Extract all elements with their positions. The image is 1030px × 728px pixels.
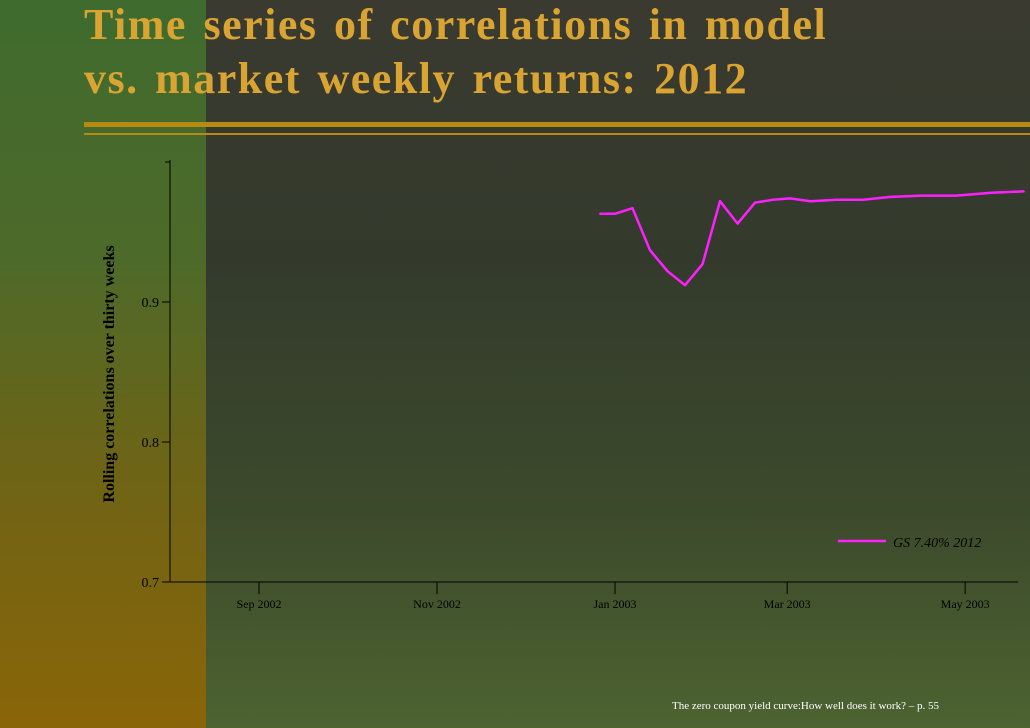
y-axis-label: Rolling correlations over thirty weeks bbox=[101, 245, 118, 502]
x-tick-label-4: May 2003 bbox=[941, 597, 990, 611]
y-tick-label-2: 0.9 bbox=[142, 296, 160, 311]
legend-label-0: GS 7.40% 2012 bbox=[893, 536, 981, 551]
x-tick-label-2: Jan 2003 bbox=[594, 597, 637, 611]
title-rule-thick bbox=[84, 122, 1030, 127]
slide-title: Time series of correlations in model vs.… bbox=[84, 0, 827, 106]
slide-title-line-2: vs. market weekly returns: 2012 bbox=[84, 54, 749, 103]
x-tick-label-0: Sep 2002 bbox=[237, 597, 282, 611]
slide-title-line-1: Time series of correlations in model bbox=[84, 0, 828, 49]
x-tick-label-1: Nov 2002 bbox=[413, 597, 461, 611]
y-tick-label-1: 0.8 bbox=[142, 436, 160, 451]
footer-text: The zero coupon yield curve:How well doe… bbox=[672, 700, 939, 712]
title-rule-thin bbox=[84, 133, 1030, 135]
series-line-0 bbox=[599, 190, 1025, 287]
slide-background-right bbox=[206, 0, 1030, 728]
x-tick-label-3: Mar 2003 bbox=[764, 597, 811, 611]
y-tick-label-0: 0.7 bbox=[142, 576, 160, 591]
slide-background-left bbox=[0, 0, 206, 728]
